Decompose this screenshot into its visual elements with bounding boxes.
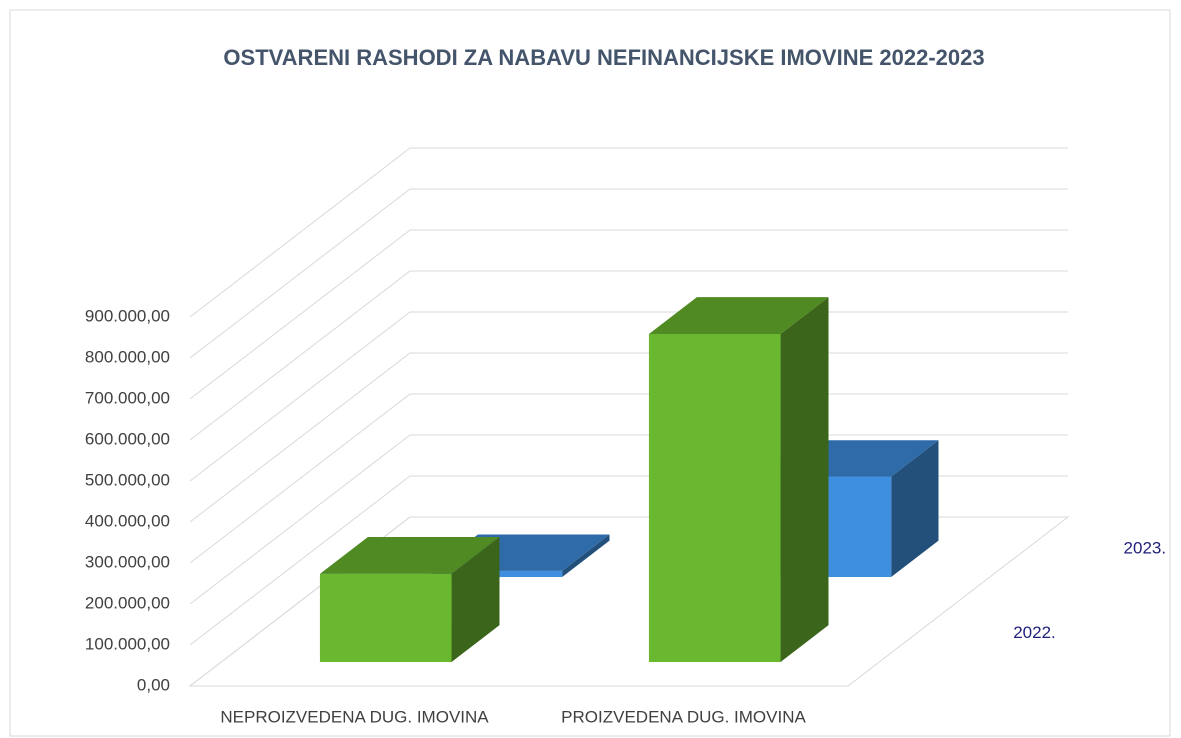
series-label: 2023. xyxy=(1124,538,1167,557)
y-tick-label: 0,00 xyxy=(137,675,170,694)
bar-front xyxy=(648,334,781,663)
grid-line xyxy=(189,434,1068,605)
y-tick-label: 600.000,00 xyxy=(85,429,170,448)
grid-line xyxy=(189,352,1068,523)
x-tick-label: PROIZVEDENA DUG. IMOVINA xyxy=(561,707,806,726)
chart-title: OSTVARENI RASHODI ZA NABAVU NEFINANCIJSK… xyxy=(223,45,985,70)
y-tick-label: 700.000,00 xyxy=(85,388,170,407)
bar-side xyxy=(451,537,500,663)
bar-front xyxy=(319,573,452,663)
bar-side xyxy=(562,534,610,577)
grid-line xyxy=(189,270,1068,441)
grid-line xyxy=(189,147,1068,318)
y-tick-label: 200.000,00 xyxy=(85,593,170,612)
bar-top xyxy=(319,537,500,574)
y-tick-label: 100.000,00 xyxy=(85,634,170,653)
bar-side xyxy=(891,440,939,577)
bar xyxy=(648,297,829,663)
y-tick-label: 900.000,00 xyxy=(85,306,170,325)
bar-side xyxy=(780,297,829,663)
grid-line xyxy=(189,229,1068,400)
y-tick-label: 500.000,00 xyxy=(85,470,170,489)
grid-line xyxy=(189,188,1068,359)
y-tick-label: 300.000,00 xyxy=(85,552,170,571)
chart-frame xyxy=(9,9,1171,737)
x-tick-label: NEPROIZVEDENA DUG. IMOVINA xyxy=(220,707,489,726)
bar-top xyxy=(648,297,829,335)
grid-line xyxy=(189,311,1068,482)
grid-line xyxy=(189,393,1068,564)
bar xyxy=(319,537,500,663)
y-tick-label: 800.000,00 xyxy=(85,347,170,366)
y-tick-label: 400.000,00 xyxy=(85,511,170,530)
series-label: 2022. xyxy=(1013,623,1056,642)
